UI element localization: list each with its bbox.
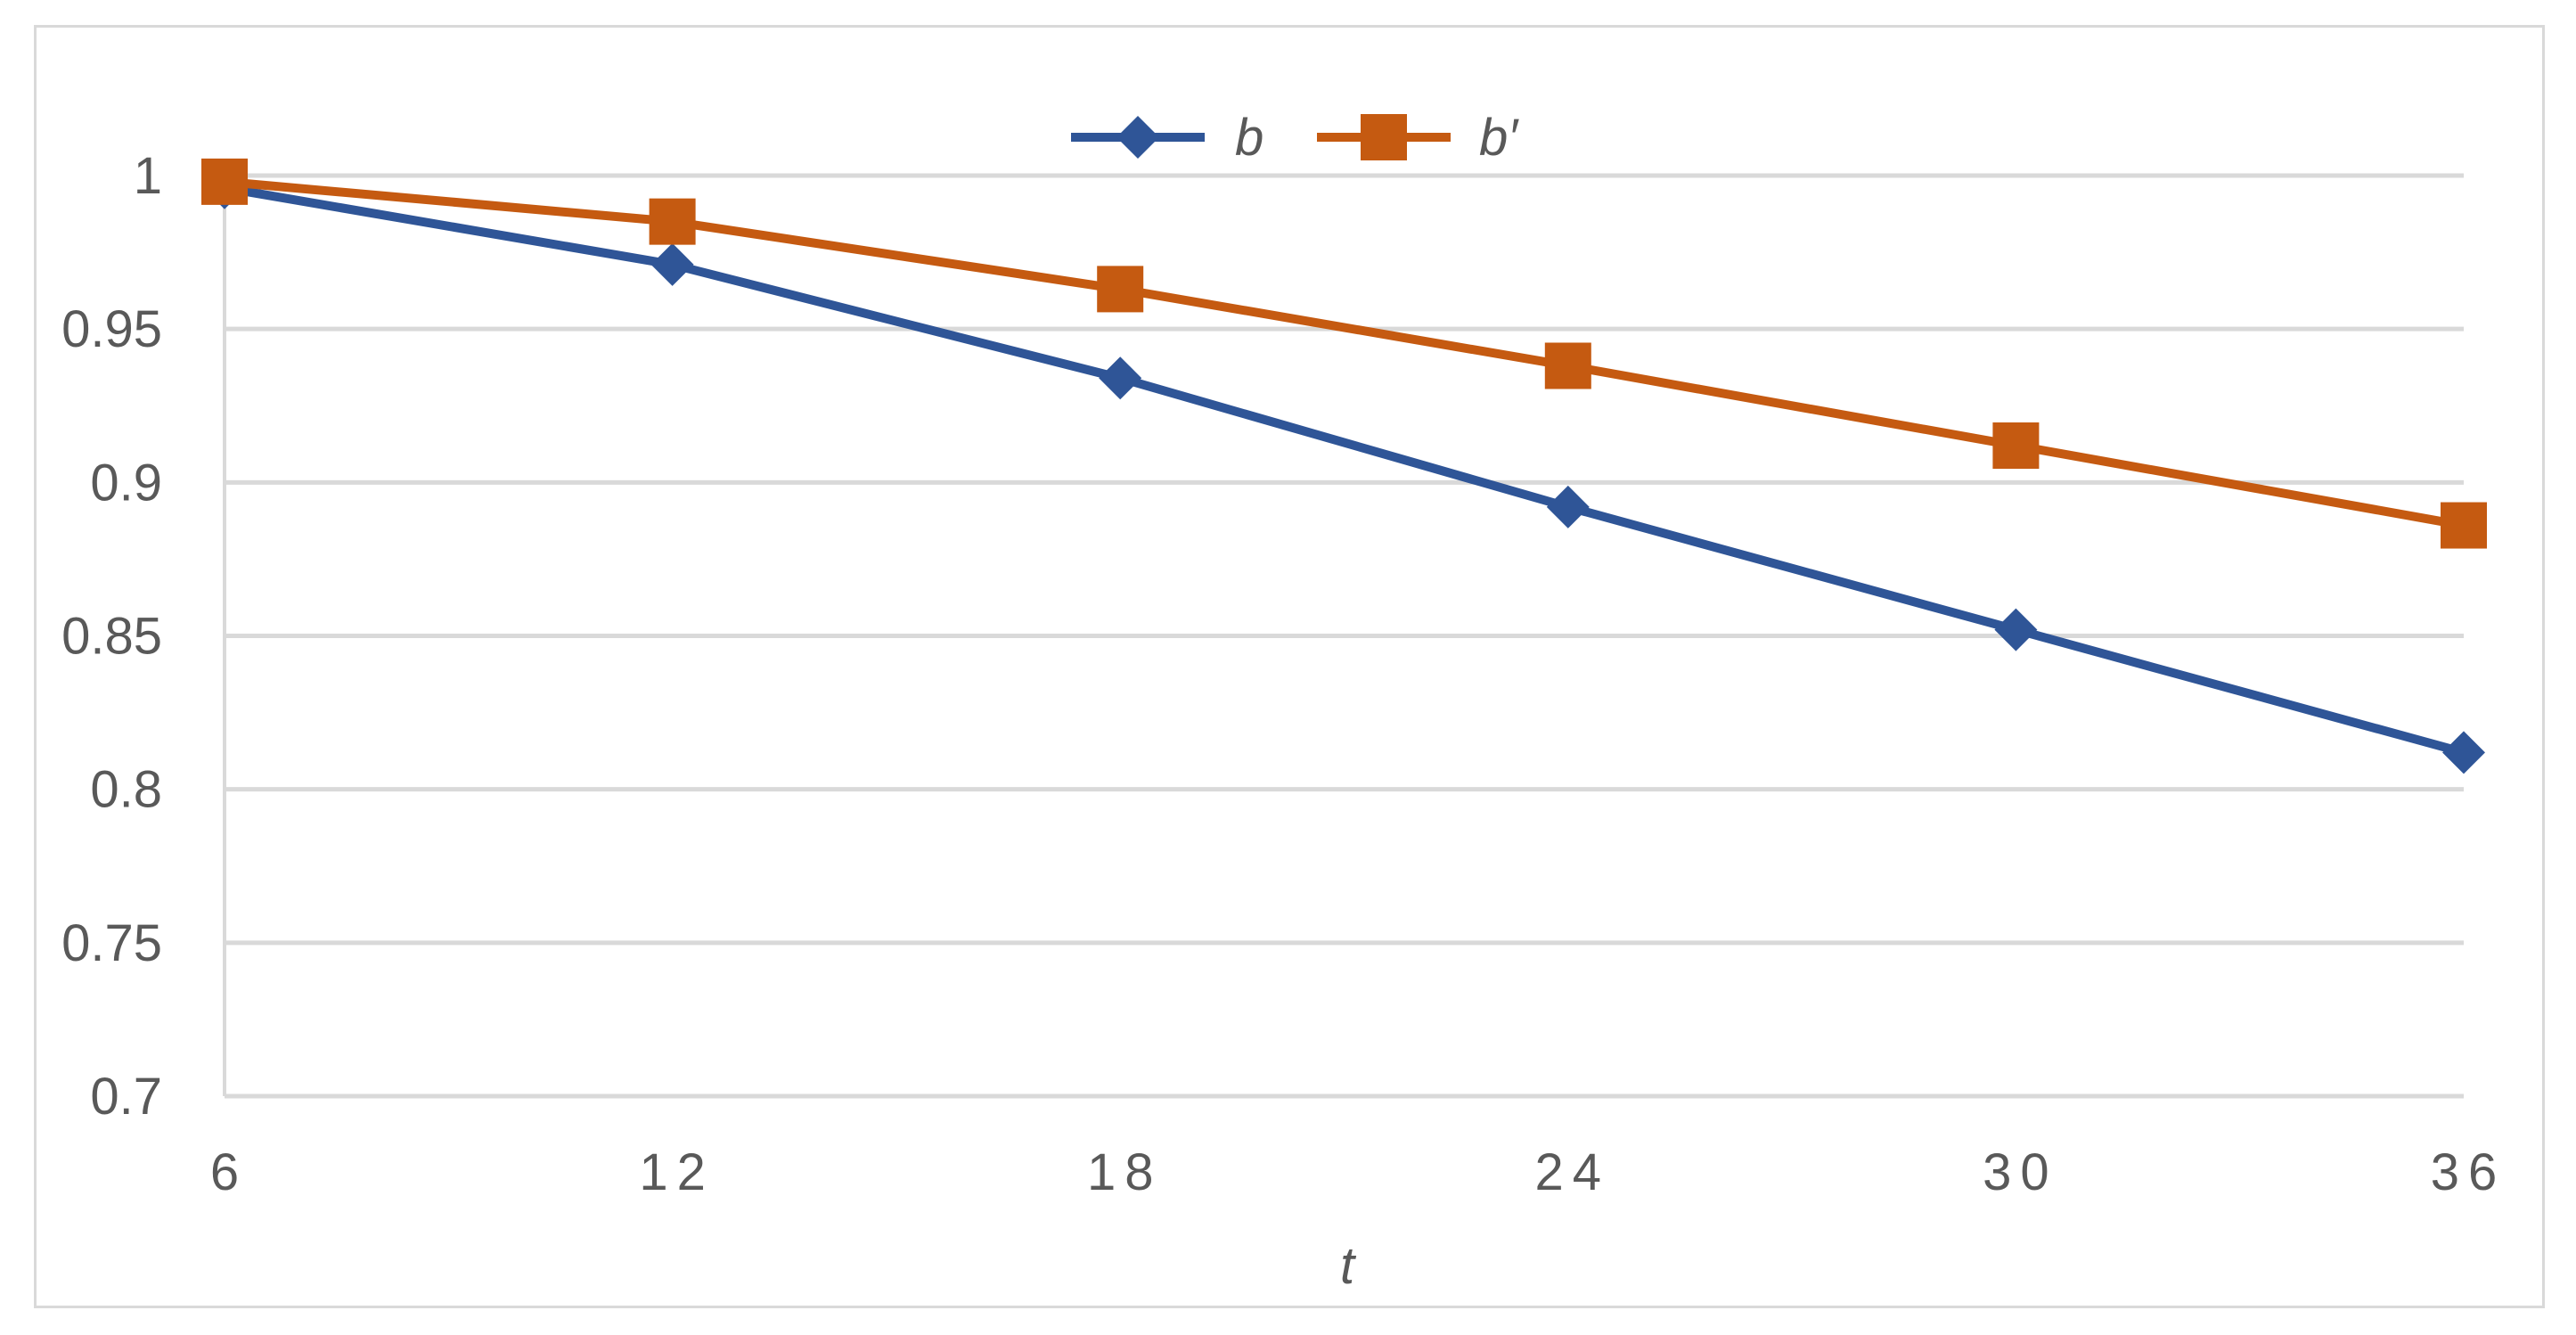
series-line [224,176,2465,530]
series-b-prime [201,158,2487,549]
x-axis-title: t [1340,1237,1357,1295]
data-point-diamond [1099,356,1142,400]
y-tick-label: 0.85 [61,608,162,666]
y-tick-label: 0.7 [90,1068,162,1126]
legend-item: b′ [1317,109,1519,167]
x-tick-label: 30 [1983,1143,2058,1201]
x-tick-label: 36 [2431,1143,2506,1201]
data-point-diamond [1546,485,1590,528]
y-tick-label: 1 [134,147,162,205]
legend-label: b′ [1479,109,1519,167]
legend: b b′ [1071,109,1519,167]
data-point-square [2441,502,2487,549]
data-point-diamond [1994,608,2038,651]
y-tick-label: 0.8 [90,761,162,819]
legend-label: b [1235,109,1263,167]
data-point-square [1992,422,2040,470]
data-point-square [201,158,248,205]
x-tick-label: 18 [1087,1143,1163,1201]
y-tick-label: 0.9 [90,454,162,512]
x-tick-label: 24 [1535,1143,1611,1201]
x-tick-label: 6 [210,1143,248,1201]
gridlines [225,173,2464,946]
tick-labels: 0.7 0.75 0.8 0.85 0.9 0.95 1 6 12 18 24 30 36 [61,147,2506,1201]
series-layer [201,158,2487,774]
legend-marker-diamond [1116,116,1159,159]
data-point-square [1097,266,1144,313]
legend-marker-square [1361,114,1407,160]
data-point-diamond [650,242,694,286]
x-tick-label: 12 [639,1143,715,1201]
y-tick-label: 0.75 [61,914,162,972]
data-point-square [1544,342,1591,389]
axes [223,167,2464,1099]
data-point-diamond [2442,731,2485,774]
legend-item: b [1071,109,1263,167]
series-line [224,183,2466,758]
data-point-square [649,198,696,245]
y-tick-label: 0.95 [61,300,162,358]
